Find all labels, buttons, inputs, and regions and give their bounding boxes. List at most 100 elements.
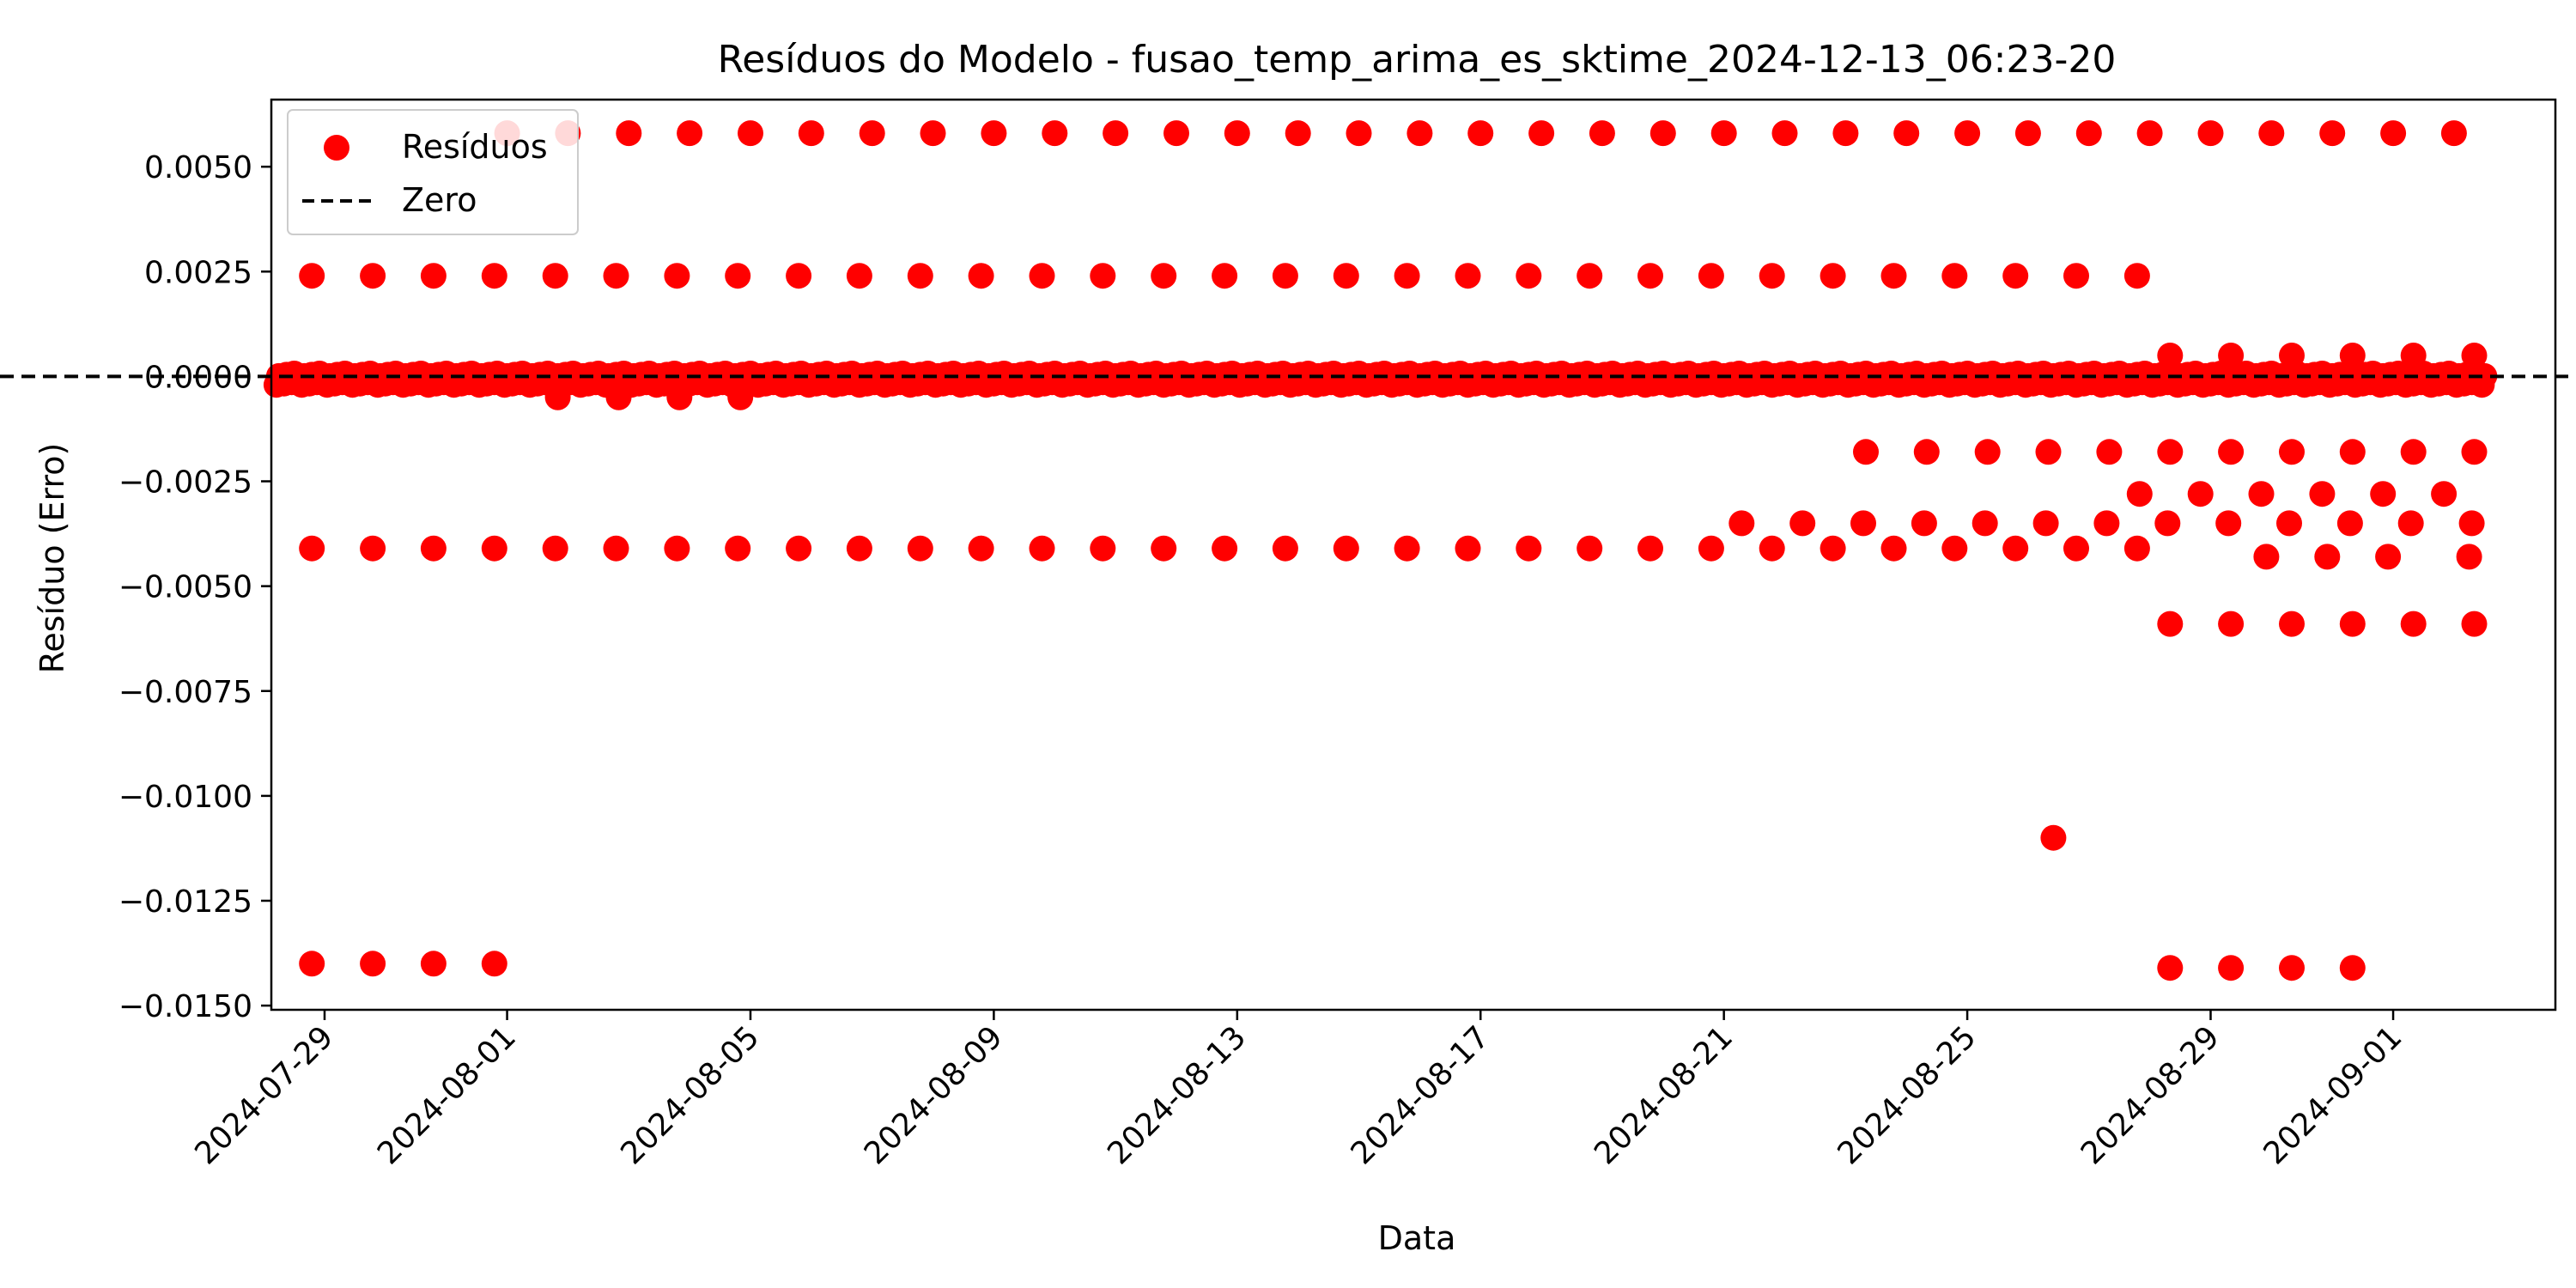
residual-point bbox=[1285, 120, 1311, 147]
residual-point bbox=[2400, 439, 2427, 465]
residual-point bbox=[1637, 263, 1663, 289]
residual-point bbox=[1467, 120, 1494, 147]
residual-point bbox=[2431, 481, 2458, 507]
residual-point bbox=[299, 535, 325, 562]
residual-point bbox=[2218, 439, 2245, 465]
residual-point bbox=[2157, 611, 2184, 637]
residual-point bbox=[1455, 535, 1481, 562]
residual-point bbox=[2458, 510, 2485, 537]
residual-point bbox=[2197, 120, 2224, 147]
residual-point bbox=[2279, 955, 2305, 981]
residual-point bbox=[542, 263, 568, 289]
residual-point bbox=[1528, 120, 1555, 147]
residual-point bbox=[1941, 263, 1968, 289]
residual-point bbox=[907, 535, 933, 562]
residual-point bbox=[786, 263, 812, 289]
residual-point bbox=[2123, 535, 2150, 562]
y-axis-label: Resíduo (Erro) bbox=[33, 443, 71, 674]
y-tick-label: 0.0025 bbox=[144, 255, 252, 290]
residual-point bbox=[1516, 535, 1542, 562]
residual-point bbox=[1820, 263, 1846, 289]
residual-point bbox=[1029, 535, 1055, 562]
plot-frame bbox=[270, 98, 2557, 1012]
residual-point bbox=[1224, 120, 1250, 147]
residual-point bbox=[2397, 510, 2424, 537]
residual-point bbox=[786, 535, 812, 562]
residual-point bbox=[605, 384, 632, 410]
residual-point bbox=[1394, 535, 1420, 562]
residual-point bbox=[1974, 439, 2001, 465]
residual-point bbox=[1850, 510, 1876, 537]
residual-point bbox=[360, 951, 386, 977]
residual-point bbox=[1272, 535, 1298, 562]
residual-point bbox=[798, 120, 824, 147]
residual-point bbox=[2063, 263, 2089, 289]
residual-point bbox=[2215, 510, 2242, 537]
residual-point bbox=[664, 535, 690, 562]
residual-point bbox=[2093, 510, 2120, 537]
residual-point bbox=[1333, 263, 1359, 289]
x-axis-label: Data bbox=[1378, 1219, 1456, 1257]
residual-point bbox=[1103, 120, 1129, 147]
residual-point bbox=[420, 535, 447, 562]
residual-point bbox=[1406, 120, 1433, 147]
residual-point bbox=[2032, 510, 2059, 537]
residual-point bbox=[2400, 343, 2427, 368]
residual-point bbox=[2154, 510, 2181, 537]
legend-marker-residuals bbox=[324, 135, 349, 161]
y-tick-label: −0.0100 bbox=[118, 780, 252, 815]
y-tick-label: −0.0075 bbox=[118, 675, 252, 710]
residual-point bbox=[1789, 510, 1816, 537]
residual-point bbox=[2075, 120, 2102, 147]
residual-point bbox=[1880, 535, 1907, 562]
residual-point bbox=[2040, 824, 2067, 851]
residual-point bbox=[1029, 263, 1055, 289]
residual-point bbox=[2253, 544, 2280, 570]
residual-point bbox=[2339, 955, 2366, 981]
residual-point bbox=[1333, 535, 1359, 562]
residual-point bbox=[1163, 120, 1189, 147]
y-tick-label: −0.0125 bbox=[118, 884, 252, 920]
residual-point bbox=[1728, 510, 1755, 537]
residual-point bbox=[2400, 611, 2427, 637]
residual-point bbox=[2380, 120, 2407, 147]
y-tick-label: 0.0050 bbox=[144, 150, 252, 185]
residual-point bbox=[420, 263, 447, 289]
residual-point bbox=[1759, 535, 1785, 562]
residual-point bbox=[1212, 263, 1238, 289]
residual-point bbox=[1911, 510, 1937, 537]
residual-point bbox=[846, 535, 872, 562]
residual-point bbox=[738, 120, 763, 147]
residual-point bbox=[2002, 535, 2029, 562]
residual-point bbox=[542, 535, 568, 562]
residual-point bbox=[2157, 955, 2184, 981]
residual-point bbox=[1710, 120, 1737, 147]
residual-point bbox=[2218, 611, 2245, 637]
residual-point bbox=[1698, 263, 1724, 289]
residual-point bbox=[1090, 535, 1116, 562]
residual-point bbox=[1577, 535, 1603, 562]
residual-point bbox=[603, 263, 629, 289]
residual-point bbox=[677, 120, 703, 147]
residual-point bbox=[2187, 481, 2214, 507]
residual-point bbox=[1853, 439, 1879, 465]
residual-point bbox=[2218, 955, 2245, 981]
residual-point bbox=[907, 263, 933, 289]
residual-point bbox=[1151, 535, 1177, 562]
residual-point bbox=[1880, 263, 1907, 289]
residual-point bbox=[1913, 439, 1940, 465]
residual-point bbox=[1649, 120, 1676, 147]
residual-point bbox=[981, 120, 1007, 147]
residual-point bbox=[2461, 611, 2488, 637]
residual-point bbox=[2471, 362, 2498, 389]
chart-title: Resíduos do Modelo - fusao_temp_arima_es… bbox=[718, 38, 2117, 82]
residual-point bbox=[544, 384, 571, 410]
y-tick-label: −0.0025 bbox=[118, 465, 252, 501]
residual-point bbox=[1516, 263, 1542, 289]
residual-point bbox=[2336, 510, 2363, 537]
residual-point bbox=[481, 951, 507, 977]
residual-point bbox=[2157, 439, 2184, 465]
residual-point bbox=[1346, 120, 1372, 147]
residual-point bbox=[2248, 481, 2275, 507]
residual-point bbox=[2123, 263, 2150, 289]
